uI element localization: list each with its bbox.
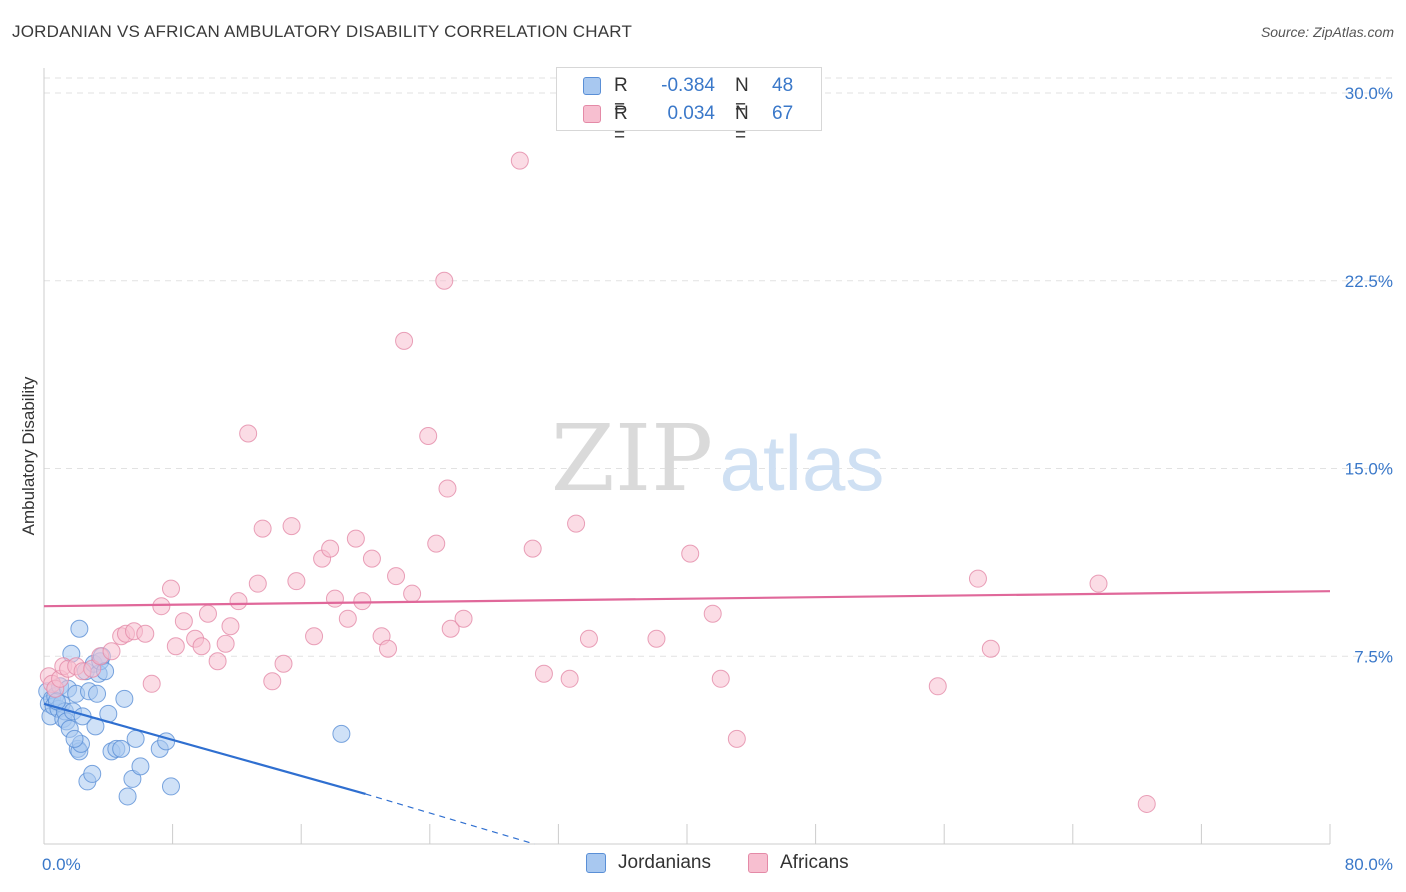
african-point (567, 514, 586, 533)
x-tick-label: 80.0% (1345, 855, 1393, 874)
r-label: R = (614, 103, 628, 146)
jordanian-point (115, 689, 134, 708)
african-point (136, 624, 155, 643)
gridlines (44, 77, 1392, 657)
chart-title: JORDANIAN VS AFRICAN AMBULATORY DISABILI… (12, 22, 633, 41)
african-point (981, 639, 1000, 658)
african-point (353, 592, 372, 611)
source-label: Source: ZipAtlas.com (1260, 24, 1394, 40)
trend-lines (43, 590, 1331, 845)
african-point (727, 729, 746, 748)
african-point (338, 609, 357, 628)
african-point (1089, 574, 1108, 593)
stats-legend: R = -0.384 N = 48 R = 0.034 N = 67 (556, 67, 822, 146)
african-point (703, 604, 722, 623)
african-point (647, 629, 666, 648)
african-point (403, 584, 422, 603)
jordanians-swatch (583, 77, 601, 95)
african-point (305, 627, 324, 646)
legend-label: Africans (780, 852, 849, 873)
african-point (174, 612, 193, 631)
african-point (208, 652, 227, 671)
african-point (427, 534, 446, 553)
jordanian-point (65, 729, 84, 748)
african-point (438, 479, 457, 498)
african-point (419, 426, 438, 445)
n-label: N = (735, 75, 749, 118)
africans-swatch (583, 105, 601, 123)
african-point (579, 629, 598, 648)
jordanians-swatch (586, 853, 606, 873)
r-value: 0.034 (667, 103, 715, 124)
african-point (321, 539, 340, 558)
african-point (274, 654, 293, 673)
african-point (454, 609, 473, 628)
watermark: ZIP atlas (551, 405, 884, 512)
jordanian-point (131, 757, 150, 776)
african-point (325, 589, 344, 608)
african-point (362, 549, 381, 568)
african-point (435, 271, 454, 290)
african-point (142, 674, 161, 693)
african-point (681, 544, 700, 563)
watermark-atlas: atlas (720, 419, 885, 507)
african-point (221, 617, 240, 636)
african-point (523, 539, 542, 558)
african-point (395, 331, 414, 350)
african-point (166, 637, 185, 656)
jordanian-point (161, 777, 180, 796)
african-point (253, 519, 272, 538)
r-label: R = (614, 75, 628, 118)
african-point (346, 529, 365, 548)
african-point (510, 151, 529, 170)
african-point (198, 604, 217, 623)
african-point (192, 637, 211, 656)
african-point (711, 669, 730, 688)
african-point (560, 669, 579, 688)
african-point (216, 634, 235, 653)
african-point (239, 424, 258, 443)
african-point (161, 579, 180, 598)
jordanians-trend-line (43, 702, 366, 795)
jordanian-point (88, 684, 107, 703)
african-point (379, 639, 398, 658)
y-tick-label: 15.0% (1345, 460, 1393, 479)
african-point (263, 672, 282, 691)
legend-label: Jordanians (618, 852, 711, 873)
africans-swatch (748, 853, 768, 873)
african-point (968, 569, 987, 588)
y-axis-label: Ambulatory Disability (19, 376, 38, 535)
african-point (152, 597, 171, 616)
watermark-zip: ZIP (551, 405, 713, 512)
n-value: 48 (772, 75, 794, 96)
african-point (229, 592, 248, 611)
jordanian-point (126, 729, 145, 748)
jordanian-point (112, 739, 131, 758)
african-point (248, 574, 267, 593)
y-tick-label: 7.5% (1354, 647, 1393, 666)
african-point (287, 572, 306, 591)
axis-labels: 7.5% 15.0% 22.5% 30.0% 0.0% 80.0% Ambulatory D… (19, 84, 1393, 874)
african-point (928, 677, 947, 696)
r-value: -0.384 (661, 75, 715, 96)
african-point (282, 517, 301, 536)
africans-trend-line (43, 590, 1331, 608)
jordanians-trend-extension (365, 793, 535, 845)
n-value: 67 (772, 103, 794, 124)
jordanian-point (332, 724, 351, 743)
n-label: N = (735, 103, 749, 146)
jordanian-point (70, 619, 89, 638)
african-point (534, 664, 553, 683)
african-point (1137, 794, 1156, 813)
jordanian-point (118, 787, 137, 806)
jordanian-point (83, 764, 102, 783)
african-point (387, 567, 406, 586)
african-point (441, 619, 460, 638)
y-tick-label: 30.0% (1345, 84, 1393, 103)
y-tick-label: 22.5% (1345, 272, 1393, 291)
x-tick-label: 0.0% (42, 855, 81, 874)
african-point (102, 642, 121, 661)
